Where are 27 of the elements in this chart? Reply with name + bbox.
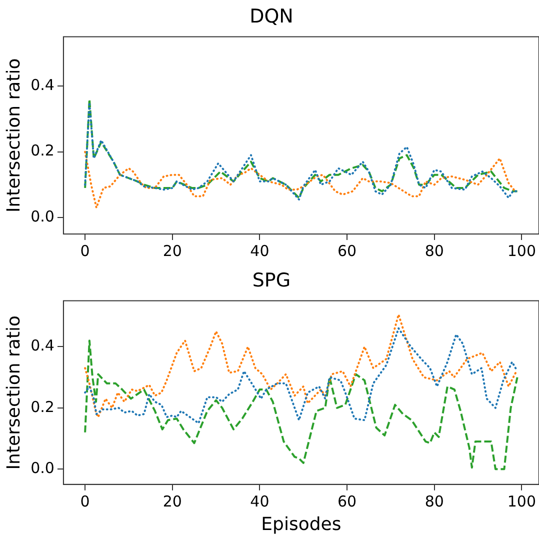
y-axis-title: Intersection ratio: [3, 58, 24, 213]
x-tick-label: 60: [337, 242, 357, 260]
x-tick-label: 100: [507, 492, 536, 510]
line-series: [84, 314, 518, 418]
y-tick-label: 0.2: [30, 142, 54, 160]
x-tick-label: 20: [162, 492, 182, 510]
x-tick-label: 80: [424, 242, 444, 260]
x-tick-label: 40: [250, 242, 270, 260]
y-tick-label: 0.2: [30, 398, 54, 416]
y-tick-label: 0.0: [30, 207, 54, 226]
x-tick-label: 20: [162, 242, 182, 260]
y-tick-label: 0.0: [30, 458, 54, 477]
y-tick-label: 0.4: [30, 336, 54, 355]
y-tick-label: 0.4: [30, 76, 54, 94]
x-tick-label: 60: [337, 492, 357, 510]
x-tick-label: 0: [80, 492, 90, 510]
chart-title: DQN: [250, 5, 294, 28]
line-series: [84, 150, 516, 209]
y-axis-title: Intersection ratio: [3, 315, 24, 470]
chart-title: SPG: [252, 269, 291, 292]
x-tick-label: 80: [424, 492, 444, 510]
x-axis-title: Episodes: [261, 514, 342, 535]
x-tick-label: 40: [250, 492, 270, 510]
line-series: [84, 327, 518, 424]
x-tick-label: 100: [507, 242, 536, 260]
x-tick-label: 0: [80, 242, 90, 260]
line-series: [84, 340, 518, 470]
